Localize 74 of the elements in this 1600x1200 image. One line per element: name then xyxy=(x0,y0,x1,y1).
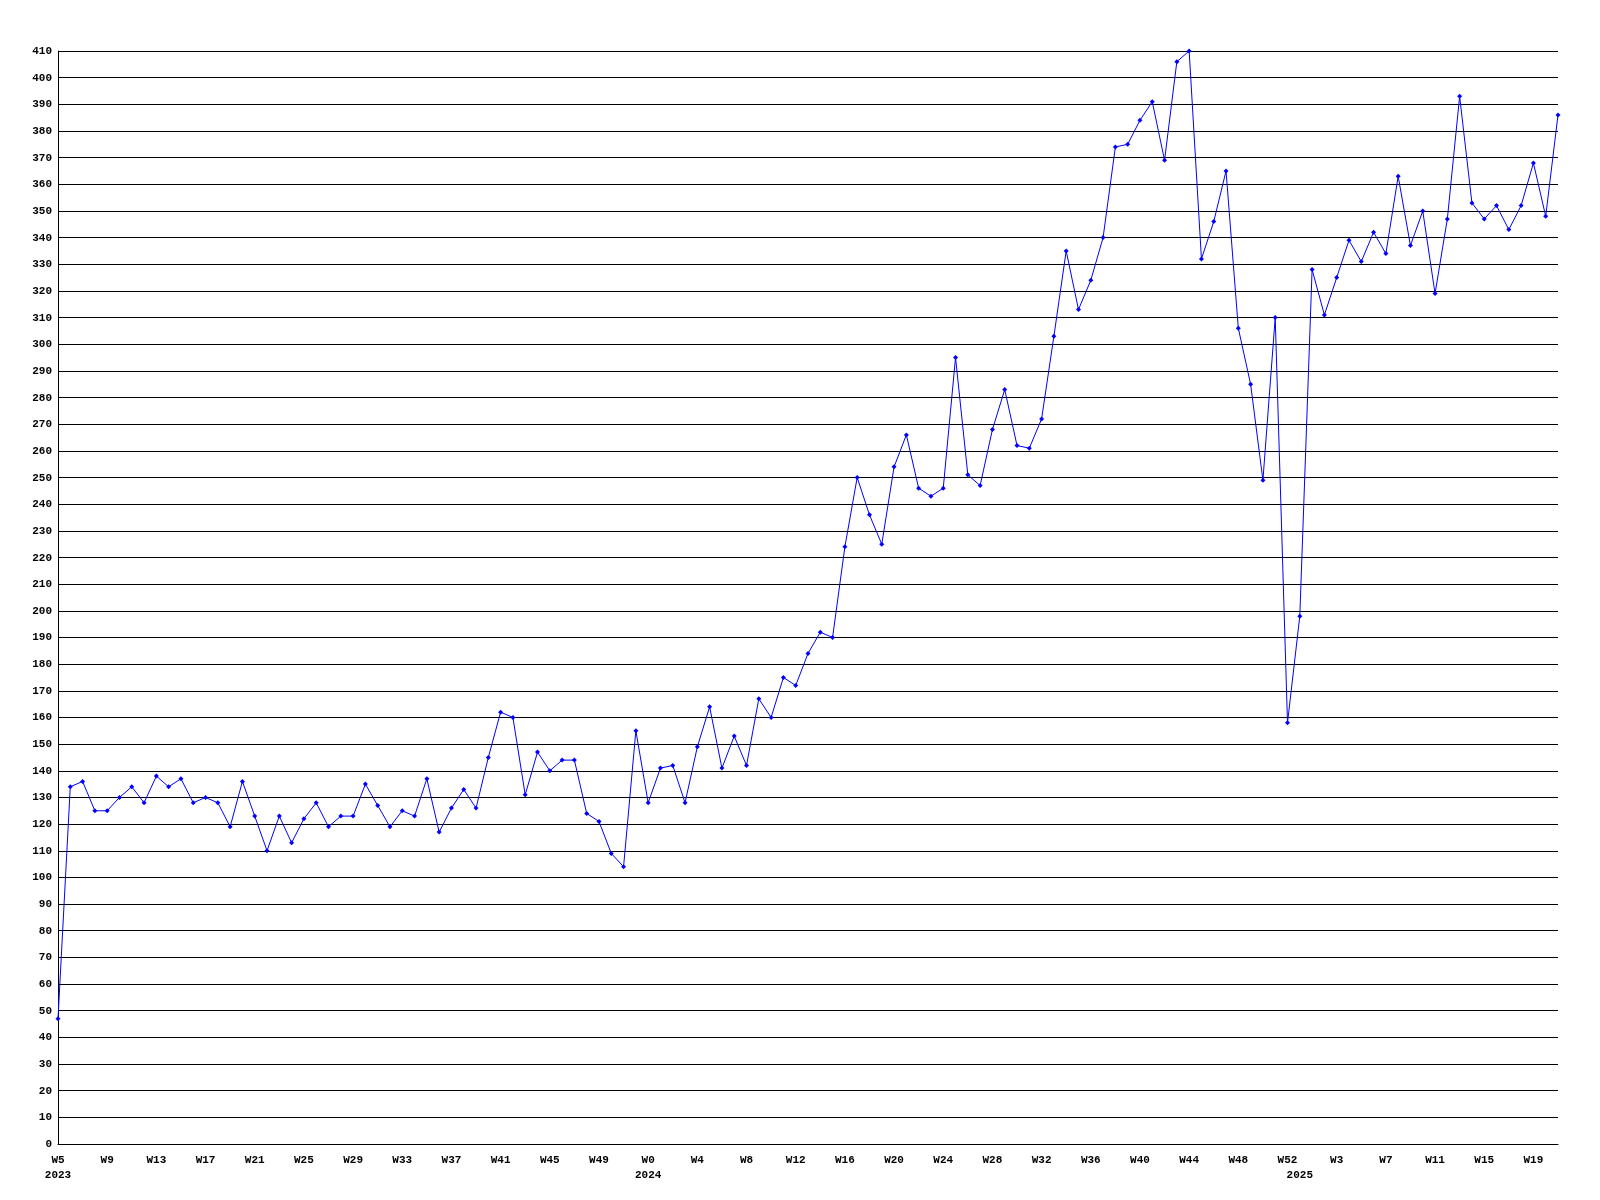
y-tick-label: 380 xyxy=(32,124,52,137)
y-tick-label: 250 xyxy=(32,471,52,484)
x-tick-label: W29 xyxy=(343,1153,363,1166)
x-tick-label: W44 xyxy=(1179,1153,1200,1166)
x-tick-label: W11 xyxy=(1425,1153,1446,1166)
y-tick-label: 310 xyxy=(32,311,52,324)
x-tick-label: W40 xyxy=(1130,1153,1150,1166)
y-tick-label: 190 xyxy=(32,631,52,644)
y-tick-label: 340 xyxy=(32,231,52,244)
x-tick-label: W12 xyxy=(785,1153,806,1166)
x-tick-label: W16 xyxy=(834,1153,855,1166)
x-tick-label: W49 xyxy=(589,1153,609,1166)
y-tick-label: 390 xyxy=(32,98,52,111)
x-tick-label: W20 xyxy=(884,1153,904,1166)
y-tick-label: 60 xyxy=(38,978,52,991)
y-tick-label: 220 xyxy=(32,551,52,564)
y-tick-label: 10 xyxy=(38,1111,52,1124)
y-tick-label: 290 xyxy=(32,364,52,377)
y-tick-label: 30 xyxy=(38,1058,52,1071)
x-tick-label: W9 xyxy=(100,1153,114,1166)
y-tick-label: 0 xyxy=(45,1138,52,1150)
y-tick-label: 360 xyxy=(32,178,52,191)
x-tick-label: W5 2023 xyxy=(44,1153,72,1181)
x-tick-label: W3 xyxy=(1330,1153,1344,1166)
y-tick-label: 320 xyxy=(32,284,52,297)
y-tick-label: 20 xyxy=(38,1084,52,1097)
y-tick-label: 260 xyxy=(32,444,52,457)
x-tick-label: W19 xyxy=(1523,1153,1544,1166)
y-tick-label: 270 xyxy=(32,418,52,431)
x-tick-label: W36 xyxy=(1080,1153,1101,1166)
y-tick-label: 160 xyxy=(32,711,52,724)
x-tick-label: W37 xyxy=(441,1153,462,1166)
x-tick-label: 2025 xyxy=(1286,1168,1314,1181)
y-tick-label: 350 xyxy=(32,204,52,217)
y-tick-label: 170 xyxy=(32,684,52,697)
x-tick-label: W21 xyxy=(244,1153,266,1166)
y-tick-label: 150 xyxy=(32,738,52,751)
y-tick-label: 130 xyxy=(32,791,52,804)
y-tick-label: 180 xyxy=(32,658,52,671)
x-tick-label: W32 xyxy=(1031,1153,1052,1166)
y-tick-label: 110 xyxy=(32,844,52,857)
y-tick-label: 140 xyxy=(32,764,52,777)
y-tick-label: 240 xyxy=(32,498,52,511)
x-tick-label: W24 xyxy=(933,1153,954,1166)
x-tick-label: W25 xyxy=(294,1153,315,1166)
y-tick-label: 370 xyxy=(32,151,52,164)
y-tick-label: 120 xyxy=(32,818,52,831)
y-tick-label: 40 xyxy=(38,1031,52,1044)
y-tick-label: 90 xyxy=(38,898,52,911)
x-tick-label: W17 xyxy=(195,1153,216,1166)
x-tick-label: W0 2024 xyxy=(634,1153,662,1181)
y-tick-label: 50 xyxy=(38,1004,52,1017)
y-tick-label: 330 xyxy=(32,258,52,271)
y-tick-label: 230 xyxy=(32,524,52,537)
y-tick-label: 200 xyxy=(32,604,52,617)
x-tick-label: W33 xyxy=(392,1153,413,1166)
x-tick-label: W4 xyxy=(690,1153,705,1166)
x-tick-label: W8 xyxy=(739,1153,754,1166)
y-tick-label: 300 xyxy=(32,338,52,351)
x-tick-label: W7 xyxy=(1379,1153,1393,1166)
x-tick-label: W48 xyxy=(1228,1153,1249,1166)
y-tick-label: 280 xyxy=(32,391,52,404)
x-tick-label: W52 xyxy=(1277,1153,1298,1166)
y-tick-label: 100 xyxy=(32,871,52,884)
x-tick-label: W41 xyxy=(490,1153,511,1166)
x-tick-label: W13 xyxy=(146,1153,167,1166)
y-tick-label: 400 xyxy=(32,71,52,84)
y-tick-label: 410 xyxy=(32,45,52,57)
x-tick-label: W45 xyxy=(539,1153,561,1166)
x-tick-label: W15 xyxy=(1474,1153,1495,1166)
y-tick-label: 70 xyxy=(38,951,52,964)
x-tick-label: W28 xyxy=(982,1153,1003,1166)
y-tick-label: 80 xyxy=(38,924,52,937)
y-tick-label: 210 xyxy=(32,578,52,591)
